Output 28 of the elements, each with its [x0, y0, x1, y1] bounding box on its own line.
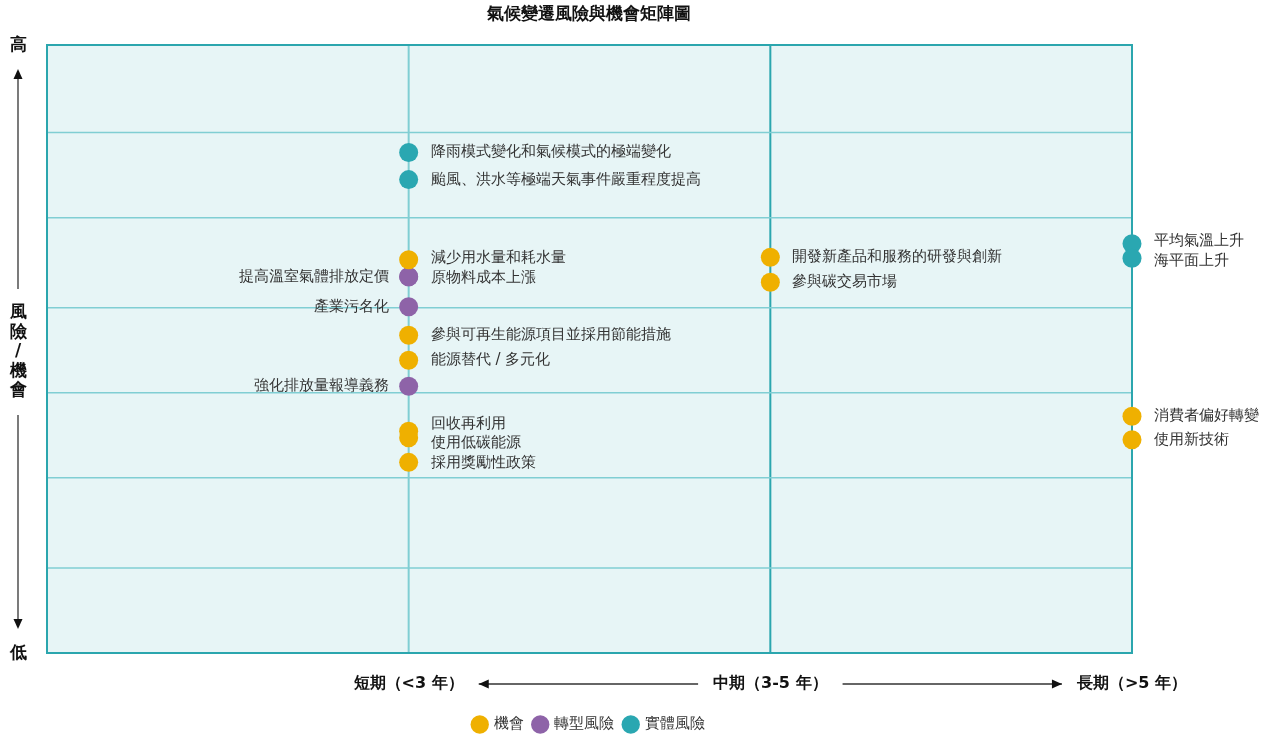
annotation: 使用低碳能源 [430, 433, 521, 452]
legend-label: 機會 [493, 714, 524, 733]
x-tick-label: 長期（>5 年） [1075, 672, 1188, 692]
annotation: 平均氣溫上升 [1154, 230, 1244, 249]
annotation: 採用獎勵性政策 [430, 453, 536, 472]
annotation: 消費者偏好轉變 [1154, 406, 1259, 425]
annotation: 能源替代 / 多元化 [430, 350, 551, 369]
annotation: 颱風、洪水等極端天氣事件嚴重程度提高 [430, 169, 701, 188]
annotation: 強化排放量報導義務 [253, 376, 389, 395]
annotation: 參與可再生能源項目並採用節能措施 [430, 325, 671, 344]
annotation: 回收再利用 [430, 414, 506, 433]
x-tick-label: 短期（<3 年） [352, 672, 464, 692]
annotation: 提高溫室氣體排放定價 [238, 266, 389, 285]
x-tick-label: 中期（3-5 年） [713, 672, 828, 692]
legend-label: 實體風險 [644, 714, 705, 733]
chart-title: 氣候變遷風險與機會矩陣圖 [486, 2, 691, 23]
annotation: 原物料成本上漲 [430, 268, 536, 287]
y-axis-title: 風險 / 機會 [8, 301, 28, 400]
annotation: 參與碳交易市場 [792, 272, 898, 291]
annotation: 開發新產品和服務的研發與創新 [792, 247, 1003, 266]
text: 低 [8, 642, 27, 663]
legend-label: 轉型風險 [554, 714, 615, 733]
annotation: 海平面上升 [1154, 250, 1229, 269]
annotation: 降雨模式變化和氣候模式的極端變化 [430, 142, 671, 161]
annotation: 減少用水量和耗水量 [430, 248, 566, 267]
text: 高 [9, 34, 27, 55]
annotation: 產業污名化 [313, 296, 389, 315]
annotation: 使用新技術 [1154, 429, 1229, 448]
